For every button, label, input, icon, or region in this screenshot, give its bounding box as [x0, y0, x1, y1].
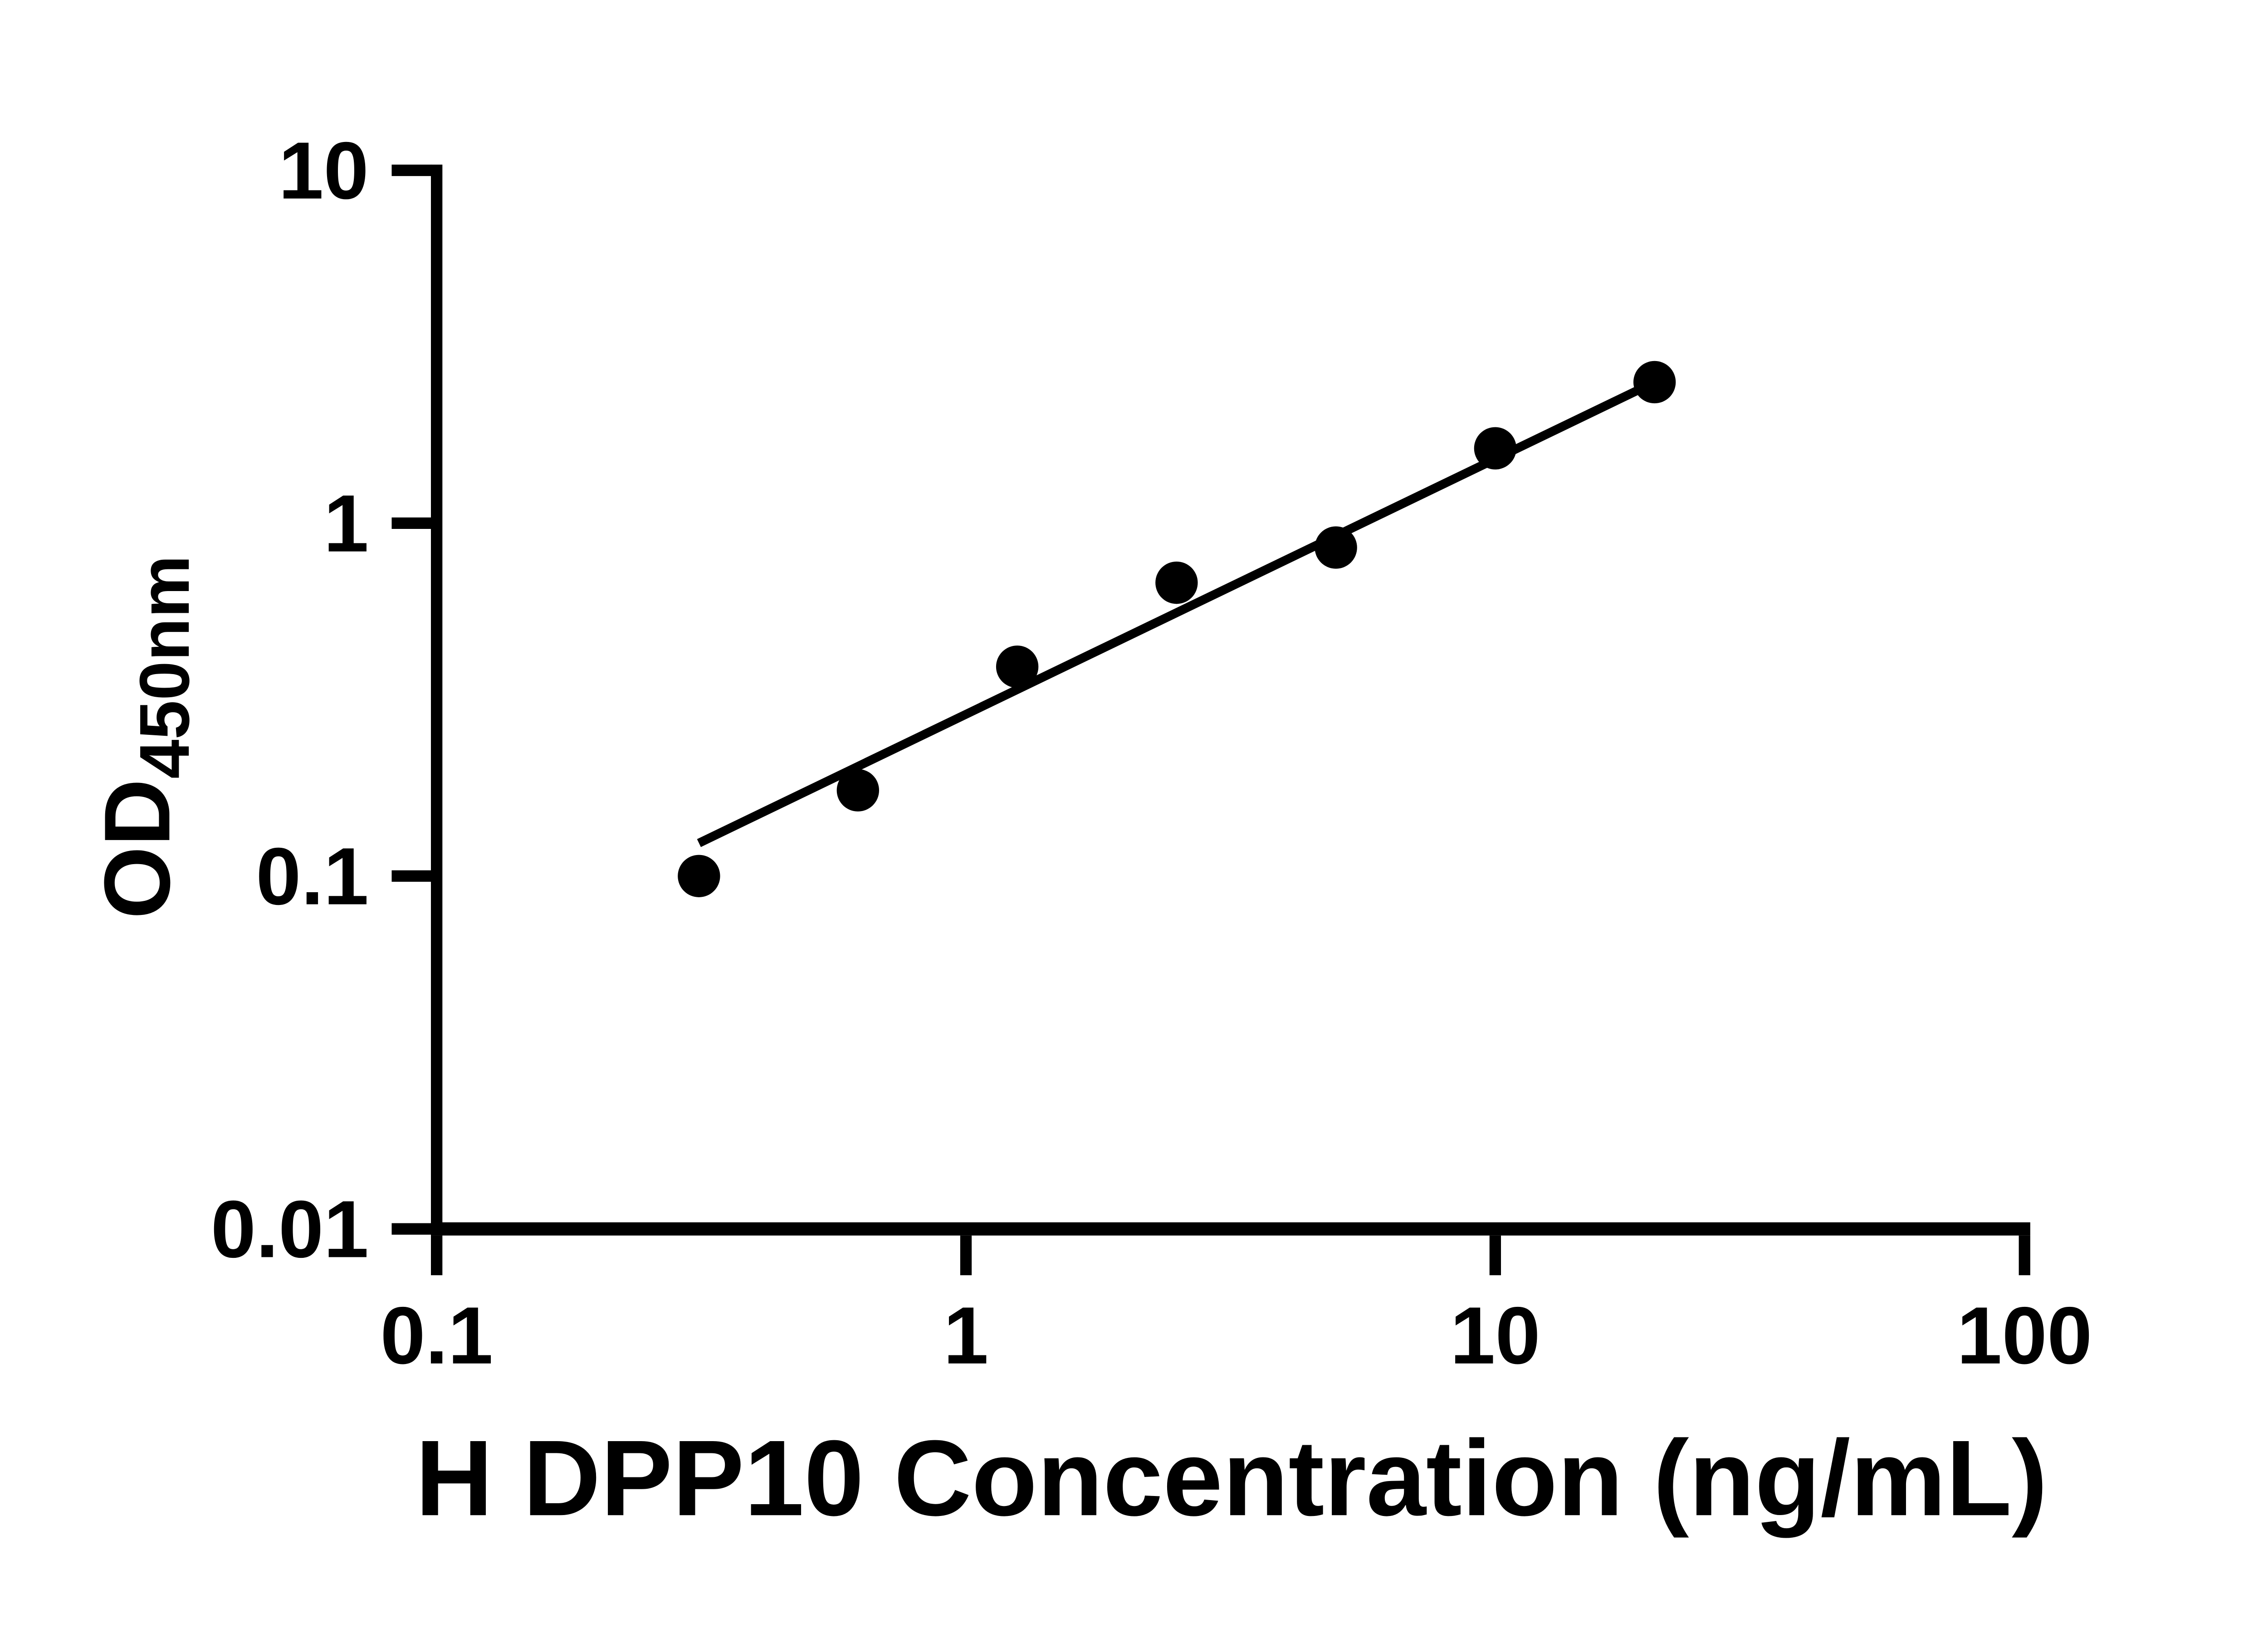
data-point	[1474, 427, 1517, 469]
data-point	[678, 855, 720, 897]
y-axis-title-subscript: 450nm	[125, 555, 204, 779]
x-tick-label: 10	[1450, 1290, 1540, 1381]
y-tick-label: 1	[323, 478, 369, 569]
y-tick-label: 0.01	[211, 1183, 369, 1274]
y-tick-label: 0.1	[256, 831, 369, 922]
data-point	[1155, 561, 1198, 604]
chart-background	[0, 22, 2268, 1611]
x-axis-title: H DPP10 Concentration (ng/mL)	[415, 1418, 2048, 1538]
y-axis-title-main: OD	[84, 779, 189, 919]
x-tick-label: 0.1	[380, 1290, 493, 1381]
data-point	[1633, 361, 1676, 404]
data-point	[996, 645, 1039, 688]
y-axis-title: OD450nm	[84, 555, 204, 919]
data-point	[1315, 526, 1357, 569]
data-point	[836, 769, 880, 812]
x-tick-label: 100	[1957, 1290, 2092, 1381]
x-tick-label: 1	[943, 1290, 989, 1381]
y-tick-label: 10	[279, 125, 369, 216]
